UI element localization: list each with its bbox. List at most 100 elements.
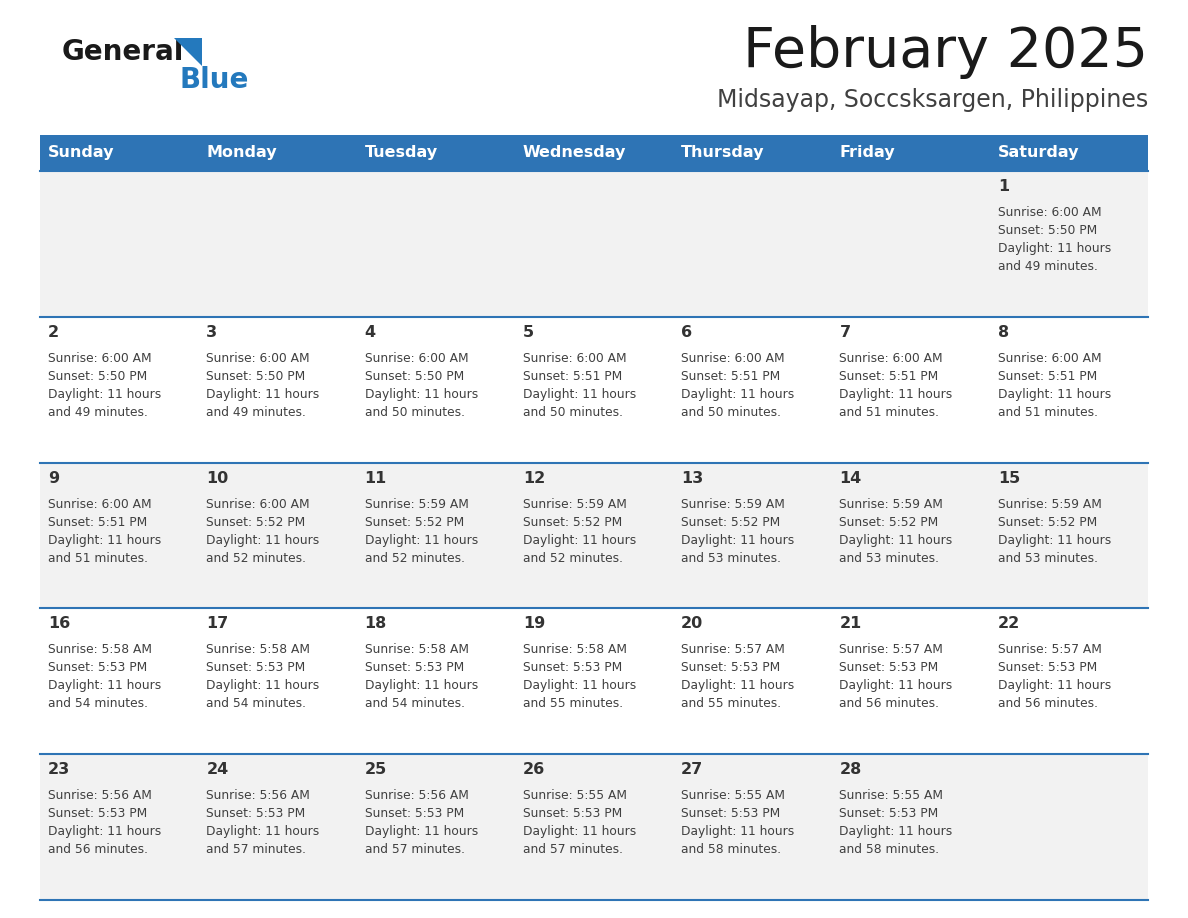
Text: Sunset: 5:51 PM: Sunset: 5:51 PM <box>523 370 623 383</box>
Text: Sunrise: 5:55 AM: Sunrise: 5:55 AM <box>840 789 943 802</box>
Text: Saturday: Saturday <box>998 145 1079 161</box>
Text: Sunrise: 5:56 AM: Sunrise: 5:56 AM <box>48 789 152 802</box>
Text: Sunset: 5:52 PM: Sunset: 5:52 PM <box>998 516 1097 529</box>
Text: Sunset: 5:51 PM: Sunset: 5:51 PM <box>998 370 1097 383</box>
Text: and 57 minutes.: and 57 minutes. <box>365 844 465 856</box>
Text: Daylight: 11 hours: Daylight: 11 hours <box>207 825 320 838</box>
Text: Sunrise: 6:00 AM: Sunrise: 6:00 AM <box>681 352 785 364</box>
Text: Sunset: 5:52 PM: Sunset: 5:52 PM <box>681 516 781 529</box>
Text: 22: 22 <box>998 616 1020 632</box>
Text: and 56 minutes.: and 56 minutes. <box>840 698 940 711</box>
Text: 25: 25 <box>365 762 387 778</box>
Text: Sunset: 5:53 PM: Sunset: 5:53 PM <box>523 807 623 820</box>
Text: Sunset: 5:52 PM: Sunset: 5:52 PM <box>365 516 463 529</box>
Text: 10: 10 <box>207 471 228 486</box>
Text: Sunrise: 6:00 AM: Sunrise: 6:00 AM <box>207 352 310 364</box>
Text: Sunrise: 5:55 AM: Sunrise: 5:55 AM <box>681 789 785 802</box>
Text: Sunset: 5:50 PM: Sunset: 5:50 PM <box>207 370 305 383</box>
Text: Daylight: 11 hours: Daylight: 11 hours <box>681 825 795 838</box>
Text: 14: 14 <box>840 471 861 486</box>
Text: 6: 6 <box>681 325 693 340</box>
Text: Sunset: 5:53 PM: Sunset: 5:53 PM <box>840 661 939 675</box>
Text: 3: 3 <box>207 325 217 340</box>
Text: and 53 minutes.: and 53 minutes. <box>840 552 940 565</box>
Text: Daylight: 11 hours: Daylight: 11 hours <box>523 825 636 838</box>
Text: Sunrise: 6:00 AM: Sunrise: 6:00 AM <box>998 206 1101 219</box>
Text: Sunrise: 6:00 AM: Sunrise: 6:00 AM <box>523 352 626 364</box>
Bar <box>40 317 1148 463</box>
Text: 17: 17 <box>207 616 228 632</box>
Text: and 49 minutes.: and 49 minutes. <box>998 260 1098 273</box>
Text: Sunrise: 5:57 AM: Sunrise: 5:57 AM <box>998 644 1101 656</box>
Bar <box>40 609 1148 755</box>
Text: Sunrise: 5:59 AM: Sunrise: 5:59 AM <box>840 498 943 510</box>
Text: Sunrise: 5:59 AM: Sunrise: 5:59 AM <box>365 498 468 510</box>
Text: 13: 13 <box>681 471 703 486</box>
Text: 11: 11 <box>365 471 387 486</box>
Text: Sunset: 5:51 PM: Sunset: 5:51 PM <box>681 370 781 383</box>
Text: Thursday: Thursday <box>681 145 765 161</box>
Text: Daylight: 11 hours: Daylight: 11 hours <box>998 533 1111 546</box>
Text: Sunrise: 6:00 AM: Sunrise: 6:00 AM <box>207 498 310 510</box>
Text: Sunrise: 6:00 AM: Sunrise: 6:00 AM <box>365 352 468 364</box>
Text: and 50 minutes.: and 50 minutes. <box>365 406 465 419</box>
Bar <box>40 135 1148 171</box>
Text: Sunrise: 6:00 AM: Sunrise: 6:00 AM <box>48 352 152 364</box>
Text: Sunrise: 6:00 AM: Sunrise: 6:00 AM <box>48 498 152 510</box>
Text: 1: 1 <box>998 179 1009 194</box>
Text: Daylight: 11 hours: Daylight: 11 hours <box>207 387 320 401</box>
Text: 2: 2 <box>48 325 59 340</box>
Text: Daylight: 11 hours: Daylight: 11 hours <box>365 825 478 838</box>
Text: 28: 28 <box>840 762 861 778</box>
Text: Daylight: 11 hours: Daylight: 11 hours <box>523 533 636 546</box>
Text: Daylight: 11 hours: Daylight: 11 hours <box>365 533 478 546</box>
Text: Monday: Monday <box>207 145 277 161</box>
Text: 9: 9 <box>48 471 59 486</box>
Text: Daylight: 11 hours: Daylight: 11 hours <box>840 679 953 692</box>
Text: Daylight: 11 hours: Daylight: 11 hours <box>998 387 1111 401</box>
Text: Daylight: 11 hours: Daylight: 11 hours <box>681 679 795 692</box>
Text: Daylight: 11 hours: Daylight: 11 hours <box>48 533 162 546</box>
Text: Sunset: 5:53 PM: Sunset: 5:53 PM <box>840 807 939 820</box>
Text: Sunset: 5:51 PM: Sunset: 5:51 PM <box>840 370 939 383</box>
Bar <box>40 171 1148 317</box>
Text: Daylight: 11 hours: Daylight: 11 hours <box>681 533 795 546</box>
Polygon shape <box>173 38 202 66</box>
Text: Sunrise: 5:58 AM: Sunrise: 5:58 AM <box>48 644 152 656</box>
Text: and 50 minutes.: and 50 minutes. <box>523 406 623 419</box>
Text: Sunset: 5:50 PM: Sunset: 5:50 PM <box>48 370 147 383</box>
Text: Daylight: 11 hours: Daylight: 11 hours <box>840 533 953 546</box>
Text: Sunset: 5:53 PM: Sunset: 5:53 PM <box>681 807 781 820</box>
Text: 21: 21 <box>840 616 861 632</box>
Text: Daylight: 11 hours: Daylight: 11 hours <box>365 387 478 401</box>
Text: Sunrise: 5:56 AM: Sunrise: 5:56 AM <box>207 789 310 802</box>
Text: 18: 18 <box>365 616 387 632</box>
Text: February 2025: February 2025 <box>742 25 1148 79</box>
Text: 24: 24 <box>207 762 228 778</box>
Text: Sunset: 5:53 PM: Sunset: 5:53 PM <box>207 661 305 675</box>
Text: 19: 19 <box>523 616 545 632</box>
Text: and 53 minutes.: and 53 minutes. <box>681 552 782 565</box>
Text: Daylight: 11 hours: Daylight: 11 hours <box>523 387 636 401</box>
Text: Daylight: 11 hours: Daylight: 11 hours <box>207 679 320 692</box>
Text: and 56 minutes.: and 56 minutes. <box>998 698 1098 711</box>
Text: Daylight: 11 hours: Daylight: 11 hours <box>840 825 953 838</box>
Text: and 52 minutes.: and 52 minutes. <box>523 552 623 565</box>
Text: and 58 minutes.: and 58 minutes. <box>681 844 782 856</box>
Text: Sunset: 5:52 PM: Sunset: 5:52 PM <box>523 516 623 529</box>
Text: Wednesday: Wednesday <box>523 145 626 161</box>
Text: Sunrise: 6:00 AM: Sunrise: 6:00 AM <box>998 352 1101 364</box>
Text: and 57 minutes.: and 57 minutes. <box>207 844 307 856</box>
Bar <box>40 755 1148 900</box>
Text: 20: 20 <box>681 616 703 632</box>
Text: General: General <box>62 38 184 66</box>
Text: Daylight: 11 hours: Daylight: 11 hours <box>48 679 162 692</box>
Text: Sunrise: 5:57 AM: Sunrise: 5:57 AM <box>681 644 785 656</box>
Text: and 51 minutes.: and 51 minutes. <box>840 406 940 419</box>
Text: 16: 16 <box>48 616 70 632</box>
Text: Sunrise: 6:00 AM: Sunrise: 6:00 AM <box>840 352 943 364</box>
Text: and 54 minutes.: and 54 minutes. <box>48 698 148 711</box>
Text: Daylight: 11 hours: Daylight: 11 hours <box>207 533 320 546</box>
Text: and 49 minutes.: and 49 minutes. <box>48 406 147 419</box>
Text: and 52 minutes.: and 52 minutes. <box>365 552 465 565</box>
